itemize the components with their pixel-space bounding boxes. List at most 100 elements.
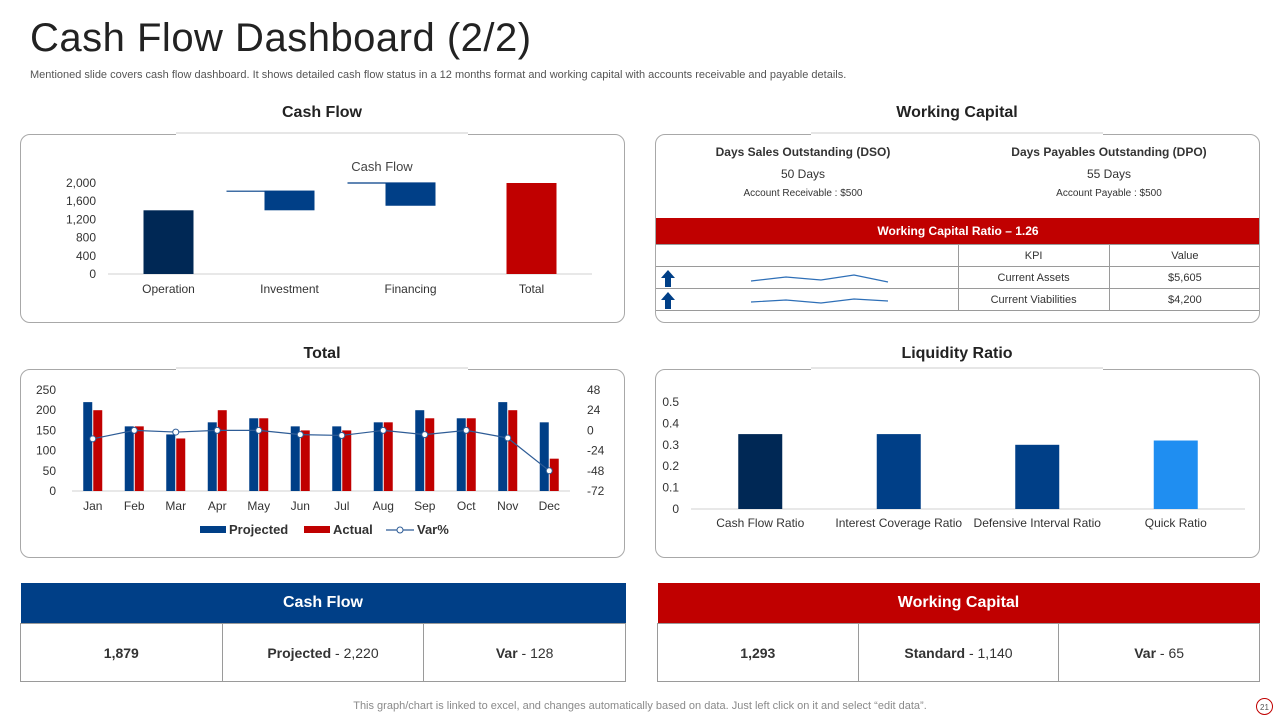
bar-operation — [143, 210, 194, 274]
projected-bar-apr — [207, 422, 217, 491]
bar-financing — [385, 183, 436, 206]
panel-title-notch — [176, 132, 468, 137]
working-capital-standard: Standard - 1,140 — [857, 623, 1060, 682]
x-tick-label: Feb — [124, 499, 145, 513]
working-capital-summary: Working Capital 1,293 Standard - 1,140 V… — [657, 583, 1260, 682]
x-tick-label: Total — [519, 282, 544, 296]
y2-tick-label: 24 — [587, 403, 601, 417]
bar-interest-coverage-ratio — [876, 434, 921, 509]
value-header: Value — [1108, 244, 1259, 267]
bar-total — [506, 183, 557, 274]
dso-days: 50 Days — [780, 167, 826, 181]
x-tick-label: Cash Flow Ratio — [716, 516, 804, 530]
x-tick-label: Operation — [142, 282, 195, 296]
x-tick-label: Oct — [457, 499, 476, 513]
actual-bar-mar — [176, 438, 186, 491]
y-tick-label: 0.4 — [662, 416, 679, 430]
cash-flow-summary-title: Cash Flow — [20, 583, 626, 624]
legend-var-label: Var% — [417, 522, 449, 537]
y-tick-label: 250 — [36, 383, 56, 397]
var-point — [545, 467, 553, 475]
dpo-account: Account Payable : $500 — [1056, 188, 1162, 199]
x-tick-label: Sep — [414, 499, 436, 513]
projected-bar-jun — [290, 426, 300, 491]
sparkline-current-viabilities — [661, 291, 889, 309]
y-tick-label: 800 — [76, 231, 96, 245]
projected-bar-jan — [83, 402, 93, 491]
y-tick-label: 1,600 — [66, 194, 96, 208]
x-tick-label: Aug — [373, 499, 394, 513]
legend-actual-swatch — [304, 526, 330, 533]
x-tick-label: Quick Ratio — [1145, 516, 1207, 530]
x-tick-label: May — [247, 499, 270, 513]
bar-cash-flow-ratio — [738, 434, 783, 509]
actual-bar-oct — [466, 418, 476, 491]
liquidity-section-title: Liquidity Ratio — [901, 345, 1013, 362]
panel-title-notch — [811, 132, 1103, 137]
working-capital-section-title: Working Capital — [896, 104, 1018, 121]
kpi-value: $4,200 — [1108, 288, 1259, 311]
working-capital-summary-value: 1,293 — [657, 623, 859, 682]
dso-block: Days Sales Outstanding (DSO) 50 Days Acc… — [656, 145, 950, 199]
var-point — [213, 426, 221, 434]
total-chart: 250 200 150 100 50 0 48 24 0 -24 -48 -72 Jan Feb Mar Ap… — [36, 383, 605, 537]
kpi-trend-cell — [656, 288, 959, 311]
working-capital-summary-title: Working Capital — [657, 583, 1260, 624]
var-point — [421, 431, 429, 439]
footer-note: This graph/chart is linked to excel, and… — [353, 700, 927, 712]
actual-bar-nov — [508, 410, 518, 491]
total-section-title: Total — [303, 345, 341, 362]
x-tick-label: Investment — [260, 282, 319, 296]
kpi-row: Current Assets $5,605 — [656, 266, 1259, 289]
bar-defensive-interval-ratio — [1015, 444, 1060, 509]
cash-flow-section-title: Cash Flow — [281, 104, 362, 121]
page-subtitle: Mentioned slide covers cash flow dashboa… — [30, 69, 847, 81]
y-tick-label: 0.1 — [662, 481, 679, 495]
cash-flow-summary-value: 1,879 — [20, 623, 223, 682]
var-point — [255, 426, 263, 434]
x-tick-label: Nov — [497, 499, 518, 513]
y2-tick-label: -24 — [587, 444, 605, 458]
cash-flow-projected: Projected - 2,220 — [221, 623, 425, 682]
projected-bar-nov — [498, 402, 508, 491]
y-tick-label: 150 — [36, 423, 56, 437]
projected-bar-may — [249, 418, 259, 491]
panel-title-notch — [176, 367, 468, 372]
y-tick-label: 0.5 — [662, 395, 679, 409]
dso-title: Days Sales Outstanding (DSO) — [715, 145, 891, 159]
x-tick-label: Dec — [539, 499, 560, 513]
var-line — [92, 429, 550, 472]
actual-bar-feb — [134, 426, 144, 491]
projected-bar-mar — [166, 434, 176, 491]
legend-projected-swatch — [200, 526, 226, 533]
y2-tick-label: 0 — [587, 423, 594, 437]
legend-var-marker — [396, 526, 404, 534]
actual-bar-sep — [425, 418, 435, 491]
x-tick-label: Defensive Interval Ratio — [974, 516, 1102, 530]
dpo-title: Days Payables Outstanding (DPO) — [1011, 145, 1207, 159]
legend-projected-label: Projected — [229, 522, 288, 537]
y-tick-label: 50 — [43, 464, 57, 478]
projected-bar-oct — [456, 418, 466, 491]
up-arrow-icon — [661, 269, 675, 287]
kpi-row: Current Viabilities $4,200 — [656, 288, 1259, 311]
y2-tick-label: -48 — [587, 464, 605, 478]
actual-bar-aug — [383, 422, 393, 491]
working-capital-ratio-banner: Working Capital Ratio – 1.26 — [656, 218, 1259, 244]
x-tick-label: Jul — [334, 499, 349, 513]
y2-tick-label: 48 — [587, 383, 601, 397]
panel-title-notch — [811, 367, 1103, 372]
projected-bar-jul — [332, 426, 342, 491]
y-tick-label: 200 — [36, 403, 56, 417]
dpo-block: Days Payables Outstanding (DPO) 55 Days … — [959, 145, 1259, 199]
x-tick-label: Jan — [83, 499, 102, 513]
cash-flow-chart-title: Cash Flow — [351, 159, 413, 174]
page-number: 21 — [1256, 698, 1273, 715]
actual-bar-jul — [342, 430, 352, 491]
projected-bar-aug — [373, 422, 383, 491]
var-point — [130, 426, 138, 434]
kpi-table: KPI Value Current Assets $5,605 — [656, 244, 1259, 311]
actual-bar-apr — [217, 410, 227, 491]
x-tick-label: Interest Coverage Ratio — [835, 516, 962, 530]
var-point — [89, 435, 97, 443]
